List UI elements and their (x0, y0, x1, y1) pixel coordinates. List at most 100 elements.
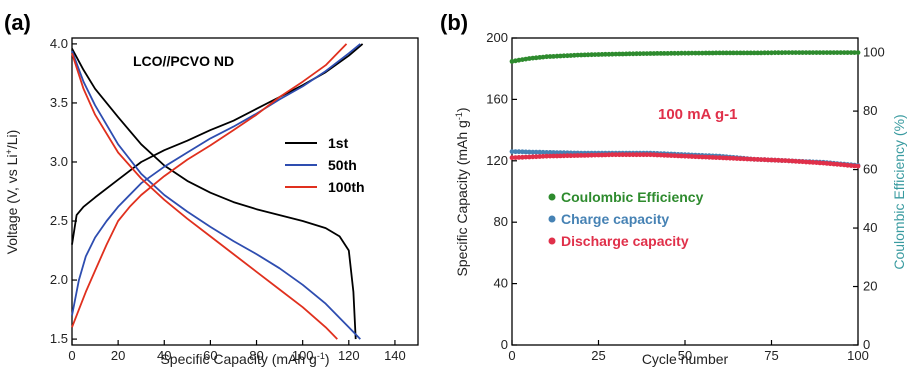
series-coulombic-efficiency-point (852, 50, 857, 55)
series-discharge-capacity-point (807, 159, 812, 165)
series-discharge-capacity-point (547, 153, 553, 159)
series-coulombic-efficiency-point (821, 50, 826, 55)
series-coulombic-efficiency-point (568, 53, 574, 58)
series-discharge-capacity-point (717, 155, 722, 161)
series-coulombic-efficiency-point (547, 54, 553, 59)
series-charge-capacity-point (554, 150, 560, 156)
series-coulombic-efficiency-point (782, 50, 788, 55)
plot-b-ytick-right-label: 80 (863, 103, 877, 118)
series-charge-capacity-point (526, 149, 532, 155)
series-discharge-capacity-point (748, 156, 754, 162)
series-50th-discharge-line (71, 50, 361, 340)
series-discharge-capacity-point (679, 153, 684, 159)
series-discharge-capacity-point (696, 154, 702, 160)
series-coulombic-efficiency-point (800, 50, 805, 55)
legend-discharge-swatch (548, 237, 556, 245)
series-coulombic-efficiency-point (613, 51, 619, 57)
series-coulombic-efficiency-point (855, 50, 861, 55)
series-coulombic-efficiency-point (696, 50, 702, 56)
series-charge-capacity-point (513, 149, 518, 155)
series-coulombic-efficiency-point (827, 50, 833, 55)
series-discharge-capacity-point (786, 158, 792, 164)
series-discharge-capacity-point (634, 152, 639, 158)
series-coulombic-efficiency-point (578, 52, 584, 58)
series-discharge-capacity-point (772, 157, 778, 163)
series-coulombic-efficiency-point (796, 50, 802, 55)
series-charge-capacity-point (540, 149, 546, 155)
series-discharge-capacity-point (800, 159, 805, 165)
series-coulombic-efficiency-point (810, 50, 816, 55)
series-discharge-capacity-point (699, 154, 705, 160)
panel-a-label: (a) (4, 10, 31, 35)
plot-a-xtick-label: 20 (111, 348, 125, 363)
series-coulombic-efficiency-point (841, 50, 847, 55)
plot-b-ytick-left-label: 40 (494, 276, 508, 291)
plot-b-ytick-right-label: 60 (863, 162, 877, 177)
plot-a-axes: 0 20 40 60 80 100 120 140 1.5 2.0 2.5 3.0 3.5 4.0 (50, 36, 406, 363)
plot-a-ytick-label: 3.5 (50, 95, 68, 110)
series-coulombic-efficiency-point (769, 50, 774, 56)
series-discharge-capacity-point (751, 156, 757, 162)
series-discharge-capacity-point (758, 157, 764, 163)
series-discharge-capacity-point (654, 152, 660, 158)
plot-b-xtick-label: 50 (678, 348, 692, 363)
series-discharge-capacity-point (554, 153, 560, 159)
series-coulombic-efficiency-point (596, 52, 601, 57)
plot-b-ylabel-left: Specific Capacity (mAh g-1) (454, 107, 470, 276)
series-coulombic-efficiency-point (720, 50, 726, 56)
legend-ce-label: Coulombic Efficiency (561, 189, 704, 205)
series-coulombic-efficiency-point (755, 50, 761, 56)
series-discharge-capacity-point (821, 160, 826, 166)
series-coulombic-efficiency-point (661, 51, 667, 56)
plot-b-ytick-left-label: 120 (486, 153, 508, 168)
legend-50th-label: 50th (328, 157, 357, 173)
series-coulombic-efficiency-point (641, 51, 646, 56)
plot-a-xtick-label: 60 (203, 348, 217, 363)
series-discharge-capacity-point (551, 153, 556, 159)
panel-b-label: (b) (440, 10, 468, 35)
series-discharge-capacity-point (533, 154, 539, 160)
series-coulombic-efficiency-point (623, 51, 629, 57)
series-coulombic-efficiency-point (848, 50, 854, 55)
series-coulombic-efficiency-point (793, 50, 799, 55)
series-discharge-capacity-point (672, 153, 677, 159)
plot-a-ytick-label: 2.5 (50, 213, 68, 228)
plot-a-ytick-label: 4.0 (50, 36, 68, 51)
series-coulombic-efficiency-point (814, 50, 819, 55)
series-discharge-capacity-point (651, 152, 657, 158)
plot-b-xtick-label: 100 (847, 348, 869, 363)
series-coulombic-efficiency-point (654, 51, 660, 56)
series-coulombic-efficiency-point (592, 52, 598, 57)
series-discharge-capacity-point (731, 155, 736, 161)
series-coulombic-efficiency-point (675, 50, 681, 56)
plot-b-ytick-right-label: 0 (863, 337, 870, 352)
plot-a-xtick-label: 80 (249, 348, 263, 363)
plot-b-ytick-left-label: 80 (494, 214, 508, 229)
plot-b-xtick-label: 0 (508, 348, 515, 363)
series-coulombic-efficiency-point (703, 50, 709, 56)
series-discharge-capacity-point (565, 153, 570, 159)
series-coulombic-efficiency-point (748, 50, 754, 56)
plot-b-ylabel-right: Coulombic Efficiency (%) (891, 114, 907, 269)
series-coulombic-efficiency-point (762, 50, 767, 56)
series-discharge-capacity-point (665, 153, 671, 158)
series-coulombic-efficiency-point (724, 50, 729, 56)
series-coulombic-efficiency-point (665, 51, 671, 56)
series-discharge-capacity-point (613, 152, 619, 158)
series-coulombic-efficiency-point (751, 50, 757, 56)
series-coulombic-efficiency-point (606, 51, 612, 57)
series-coulombic-efficiency-point (627, 51, 632, 57)
series-coulombic-efficiency-point (561, 53, 567, 59)
series-coulombic-efficiency-point (710, 50, 716, 56)
series-charge-capacity-point (544, 150, 549, 155)
series-1st-discharge-line (71, 48, 357, 340)
plot-a-xtick-label: 40 (157, 348, 171, 363)
series-coulombic-efficiency-point (558, 53, 563, 59)
series-discharge-capacity-point (779, 158, 785, 163)
series-coulombic-efficiency-point (672, 50, 677, 56)
series-discharge-capacity-point (609, 152, 615, 158)
series-discharge-capacity-point (561, 153, 567, 159)
series-discharge-capacity-point (734, 156, 740, 161)
series-coulombic-efficiency-point (551, 54, 556, 59)
